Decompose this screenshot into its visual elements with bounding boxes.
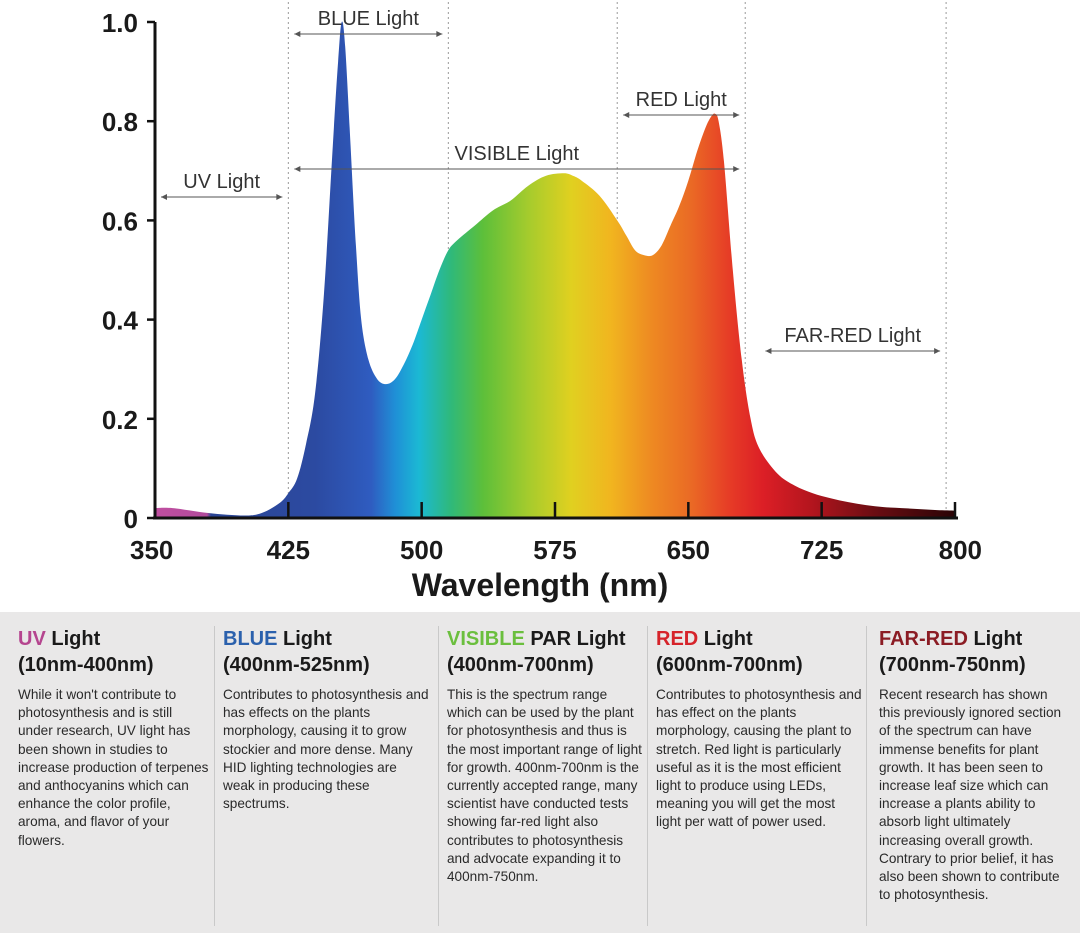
legend-col-red: RED Light (600nm-700nm) Contributes to p… <box>647 626 863 926</box>
y-tick-label: 0.4 <box>102 306 139 336</box>
legend-visible-title: VISIBLE PAR Light (400nm-700nm) <box>447 626 644 678</box>
annotation-blue-light: BLUE Light <box>294 8 443 37</box>
annotation-arrowhead-right <box>733 166 740 172</box>
x-tick-label: 500 <box>400 535 443 565</box>
annotation-arrowhead-left <box>161 194 167 200</box>
legend-uv-title: UV Light (10nm-400nm) <box>18 626 210 678</box>
legend-uv-text: While it won't contribute to photosynthe… <box>18 687 209 848</box>
x-tick-label: 575 <box>533 535 576 565</box>
legend-blue-range: (400nm-525nm) <box>223 654 370 676</box>
annotation-arrowhead-left <box>294 166 301 172</box>
legend-col-far-red: FAR-RED Light (700nm-750nm) Recent resea… <box>866 626 1072 926</box>
legend-blue-rest: Light <box>283 628 332 650</box>
x-ticks: 350 425 500 575 650 725 800 <box>130 502 982 565</box>
x-tick-label: 350 <box>130 535 173 565</box>
legend-blue-text: Contributes to photosynthesis and has ef… <box>223 687 429 812</box>
range-annotations: UV Light BLUE Light VISIBLE Light RED Light… <box>161 8 941 354</box>
legend-far-red-title: FAR-RED Light (700nm-750nm) <box>879 626 1072 678</box>
legend-uv-rest: Light <box>51 628 101 650</box>
y-ticks: 0 0.2 0.4 0.6 0.8 1.0 <box>102 8 155 534</box>
annotation-arrowhead-left <box>294 31 301 37</box>
legend-far-red-accent: FAR-RED <box>879 628 968 650</box>
annotation-arrowhead-right <box>276 194 283 200</box>
x-axis-title: Wavelength (nm) <box>412 567 669 603</box>
annotation-label: UV Light <box>183 171 260 193</box>
annotation-far-red-light: FAR-RED Light <box>765 325 941 354</box>
legend-red-range: (600nm-700nm) <box>656 654 803 676</box>
legend-col-blue: BLUE Light (400nm-525nm) Contributes to … <box>214 626 432 926</box>
legend-visible-text: This is the spectrum range which can be … <box>447 687 642 885</box>
legend-red-text: Contributes to photosynthesis and has ef… <box>656 687 862 830</box>
legend-col-uv: UV Light (10nm-400nm) While it won't con… <box>10 626 210 926</box>
annotation-label: VISIBLE Light <box>455 143 580 165</box>
legend-blue-title: BLUE Light (400nm-525nm) <box>223 626 432 678</box>
spectrum-area <box>155 21 955 519</box>
annotation-arrowhead-left <box>623 112 630 118</box>
annotation-arrowhead-right <box>934 348 941 354</box>
x-tick-label: 800 <box>939 535 982 565</box>
y-tick-label: 0.6 <box>102 206 138 236</box>
legend-visible-range: (400nm-700nm) <box>447 654 594 676</box>
x-tick-label: 725 <box>800 535 843 565</box>
annotation-label: FAR-RED Light <box>784 325 921 347</box>
legend-visible-accent: VISIBLE <box>447 628 525 650</box>
legend-blue-accent: BLUE <box>223 628 278 650</box>
legend-far-red-rest: Light <box>973 628 1023 650</box>
x-tick-label: 425 <box>267 535 310 565</box>
annotation-uv-light: UV Light <box>161 171 283 200</box>
y-tick-label: 0.8 <box>102 107 138 137</box>
y-tick-label: 0 <box>124 504 138 534</box>
legend-uv-range: (10nm-400nm) <box>18 654 154 676</box>
legend-red-rest: Light <box>703 628 753 650</box>
annotation-arrowhead-left <box>765 348 772 354</box>
legend-far-red-range: (700nm-750nm) <box>879 654 1026 676</box>
annotation-visible-light: VISIBLE Light <box>294 143 740 172</box>
x-tick-label: 650 <box>667 535 710 565</box>
legend-col-visible: VISIBLE PAR Light (400nm-700nm) This is … <box>438 626 644 926</box>
annotation-label: BLUE Light <box>318 8 420 30</box>
y-tick-label: 1.0 <box>102 8 138 38</box>
legend-uv-accent: UV <box>18 628 46 650</box>
annotation-red-light: RED Light <box>623 89 740 118</box>
legend-far-red-text: Recent research has shown this previousl… <box>879 687 1062 903</box>
y-tick-label: 0.2 <box>102 405 138 435</box>
legend-panel: UV Light (10nm-400nm) While it won't con… <box>0 612 1080 933</box>
annotation-arrowhead-right <box>733 112 740 118</box>
legend-red-accent: RED <box>656 628 699 650</box>
annotation-arrowhead-right <box>436 31 443 37</box>
spectrum-chart: 0 0.2 0.4 0.6 0.8 1.0 350 425 500 575 650 725 800 W… <box>102 2 982 603</box>
legend-visible-rest: PAR Light <box>530 628 626 650</box>
annotation-label: RED Light <box>636 89 728 111</box>
spectrum-chart-svg: 0 0.2 0.4 0.6 0.8 1.0 350 425 500 575 650 725 800 W… <box>102 2 982 603</box>
legend-red-title: RED Light (600nm-700nm) <box>656 626 863 678</box>
